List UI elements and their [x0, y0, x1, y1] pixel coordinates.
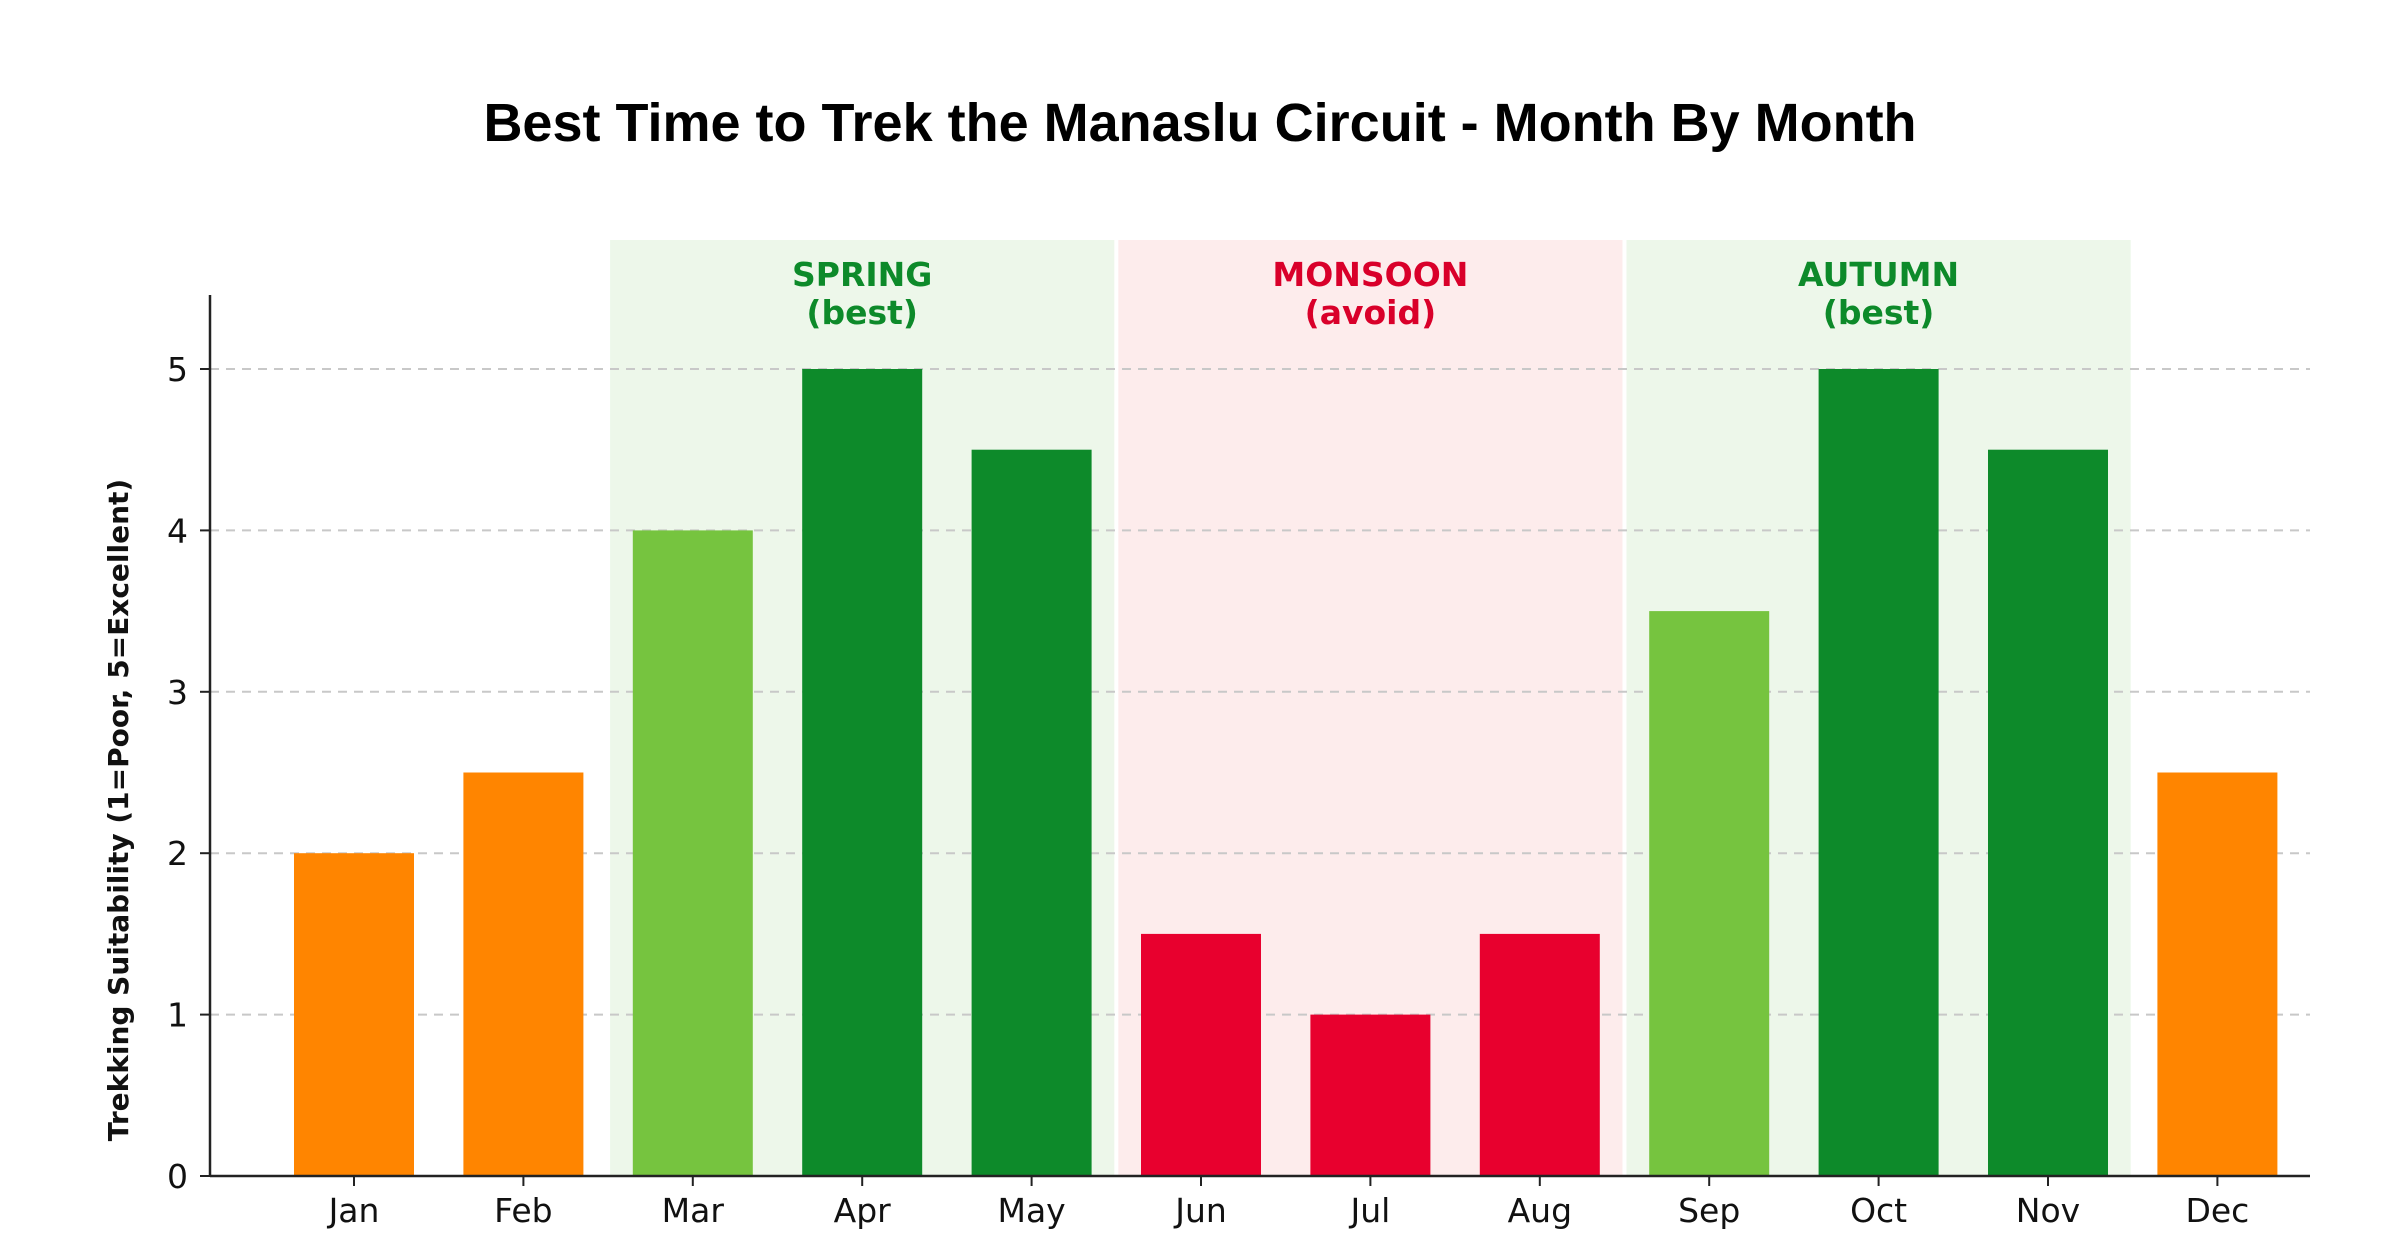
axes: [208, 295, 2310, 1178]
x-tick-label-jul: Jul: [1348, 1191, 1390, 1230]
season-labels: SPRING(best)MONSOON(avoid)AUTUMN(best): [792, 255, 1959, 332]
bar-dec: [2157, 772, 2278, 1176]
bar-mar: [632, 530, 753, 1176]
bar-jul: [1310, 1014, 1431, 1176]
season-note-autumn: (best): [1823, 293, 1935, 332]
season-note-spring: (best): [806, 293, 918, 332]
y-tick-label: 5: [167, 350, 188, 389]
x-tick-label-feb: Feb: [494, 1191, 552, 1230]
x-tick-label-jun: Jun: [1173, 1191, 1227, 1230]
chart-title: Best Time to Trek the Manaslu Circuit - …: [483, 93, 1917, 153]
y-tick-label: 4: [167, 511, 188, 550]
x-tick-label-oct: Oct: [1850, 1191, 1907, 1230]
x-tick-label-apr: Apr: [834, 1191, 892, 1230]
gridlines: [210, 368, 2310, 1016]
y-tick-label: 3: [167, 673, 188, 712]
bar-jan: [294, 853, 414, 1176]
season-name-autumn: AUTUMN: [1798, 255, 1959, 294]
x-tick-label-mar: Mar: [662, 1191, 725, 1230]
x-tick-label-jan: Jan: [327, 1191, 380, 1230]
season-name-monsoon: MONSOON: [1272, 255, 1468, 294]
bar-nov: [1988, 449, 2108, 1176]
bar-may: [971, 449, 1092, 1176]
bars: [294, 369, 2278, 1176]
season-name-spring: SPRING: [792, 255, 932, 294]
bar-jun: [1141, 933, 1261, 1176]
x-tick-label-aug: Aug: [1508, 1191, 1572, 1230]
y-tick-label: 0: [167, 1157, 188, 1196]
x-tick-label-nov: Nov: [2016, 1191, 2080, 1230]
bar-oct: [1818, 369, 1939, 1176]
tick-labels: 0 1 2 3 4 5 Jan Feb Mar Apr May Jun Jul Aug Sep Oct Nov D…: [102, 350, 2249, 1230]
season-note-monsoon: (avoid): [1305, 293, 1437, 332]
y-tick-label: 1: [167, 996, 188, 1035]
x-tick-label-sep: Sep: [1678, 1191, 1740, 1230]
x-tick-label-may: May: [997, 1191, 1065, 1230]
y-tick-label: 2: [167, 834, 188, 873]
bar-feb: [463, 772, 584, 1176]
y-axis-label: Trekking Suitability (1=Poor, 5=Excellen…: [102, 479, 135, 1141]
bar-sep: [1649, 611, 1770, 1176]
bar-apr: [802, 369, 923, 1176]
bar-aug: [1479, 933, 1600, 1176]
x-tick-label-dec: Dec: [2185, 1191, 2249, 1230]
